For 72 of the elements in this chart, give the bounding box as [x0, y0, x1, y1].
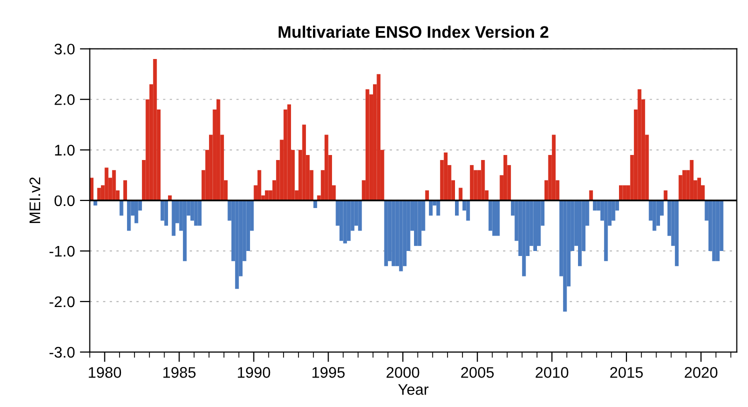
bar — [343, 200, 347, 244]
bar — [414, 200, 418, 246]
bar — [652, 200, 656, 231]
bar — [392, 200, 396, 266]
bar — [287, 104, 292, 200]
bar — [604, 200, 608, 262]
x-tick-label: 2000 — [386, 367, 420, 378]
bar — [481, 160, 485, 200]
bar — [153, 58, 157, 200]
bar — [127, 200, 131, 231]
y-axis-title: MEI.v2 — [29, 177, 40, 223]
bar — [104, 168, 108, 200]
y-tick-label: -2.0 — [50, 296, 75, 308]
bar — [425, 190, 429, 200]
y-tick-label: 1.0 — [55, 144, 75, 156]
bar — [458, 188, 462, 200]
bar — [552, 134, 556, 200]
bar — [638, 89, 642, 200]
y-tick-label: 3.0 — [54, 44, 75, 55]
bar — [496, 200, 500, 236]
bar — [418, 200, 422, 246]
bar — [716, 200, 720, 262]
y-tick-label: 0.0 — [54, 195, 75, 206]
bar — [522, 200, 526, 276]
x-tick-label: 2005 — [461, 367, 494, 378]
bar — [123, 180, 128, 200]
bar — [358, 200, 362, 231]
bar — [302, 124, 306, 200]
bar — [697, 178, 701, 200]
x-tick-label: 2020 — [684, 367, 718, 378]
bar — [182, 200, 187, 262]
x-axis-title: Year — [398, 384, 428, 395]
bar — [533, 200, 538, 251]
bar — [339, 200, 344, 241]
bar — [257, 170, 262, 200]
bar — [589, 190, 593, 200]
bar — [503, 154, 508, 200]
y-tick-label: -3.0 — [50, 346, 75, 358]
bar — [112, 170, 116, 200]
x-tick-label: 1985 — [163, 367, 196, 378]
x-tick-label: 2010 — [536, 367, 568, 378]
bar — [578, 200, 582, 266]
bar — [376, 74, 380, 200]
bar — [674, 200, 679, 266]
bar — [399, 200, 403, 272]
bar — [622, 185, 626, 200]
bar — [172, 200, 176, 236]
x-tick-label: 1995 — [312, 367, 345, 378]
bar — [444, 152, 448, 200]
bar — [366, 89, 370, 200]
x-tick-label: 1990 — [238, 367, 270, 378]
bar — [470, 165, 474, 200]
x-tick-label: 2015 — [610, 367, 643, 378]
bar — [120, 200, 124, 216]
bar — [324, 134, 328, 200]
y-tick-label: 2.0 — [54, 94, 75, 106]
bar — [492, 200, 496, 236]
chart-title: Multivariate ENSO Index Version 2 — [278, 26, 548, 38]
bar — [563, 200, 567, 312]
x-tick-label: 1980 — [88, 367, 122, 378]
bar — [346, 200, 351, 241]
bar — [466, 200, 470, 221]
bar — [235, 200, 239, 289]
bar — [216, 99, 220, 200]
bar — [384, 200, 388, 266]
bar — [690, 160, 694, 200]
y-tick-label: -1.0 — [50, 246, 75, 257]
bar — [194, 200, 198, 226]
bar — [682, 170, 686, 200]
bar — [664, 190, 668, 200]
bar — [97, 188, 101, 200]
bar — [712, 200, 716, 262]
